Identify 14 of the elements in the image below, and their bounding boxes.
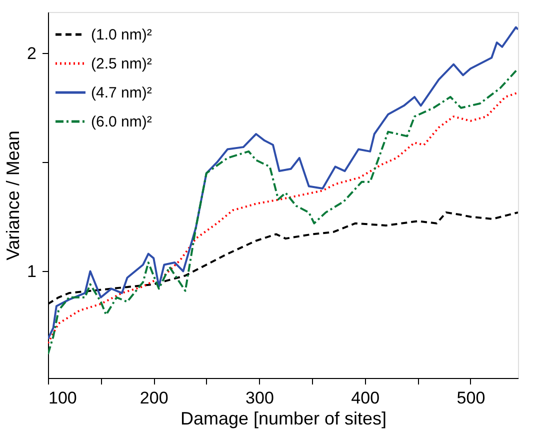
legend-label: (2.5 nm)² — [91, 56, 152, 72]
line-series — [48, 26, 518, 340]
x-tick-label: 300 — [246, 388, 274, 408]
legend-label: (4.7 nm)² — [91, 84, 152, 102]
x-tick-label: 100 — [48, 388, 77, 408]
x-tick-label: 500 — [456, 388, 486, 408]
legend-label: (6.0 nm)² — [91, 114, 152, 130]
y-tick-label: 2 — [27, 44, 36, 63]
y-axis-title: Variance / Mean — [3, 130, 24, 260]
x-tick-label: 200 — [140, 388, 168, 408]
y-tick-label: 1 — [27, 262, 36, 281]
legend-label: (1.0 nm)² — [91, 26, 152, 44]
x-axis-title: Damage [number of sites] — [180, 408, 387, 428]
x-tick-label: 400 — [351, 388, 380, 408]
